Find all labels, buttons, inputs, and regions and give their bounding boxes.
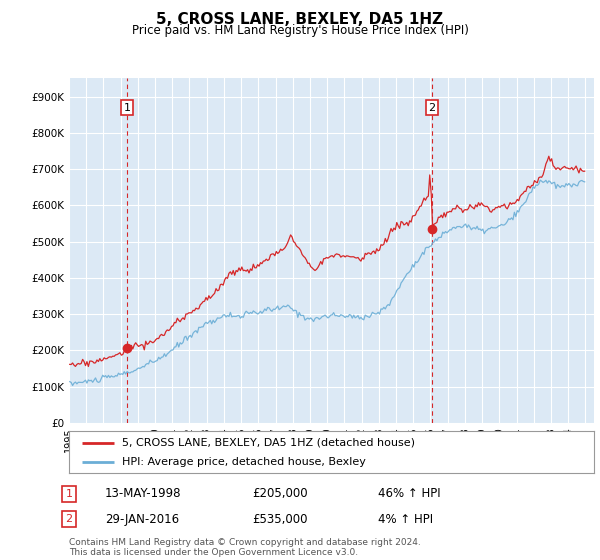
Text: £205,000: £205,000 <box>252 487 308 501</box>
Text: 29-JAN-2016: 29-JAN-2016 <box>105 512 179 526</box>
Text: Price paid vs. HM Land Registry's House Price Index (HPI): Price paid vs. HM Land Registry's House … <box>131 24 469 37</box>
Text: HPI: Average price, detached house, Bexley: HPI: Average price, detached house, Bexl… <box>121 457 365 467</box>
Text: Contains HM Land Registry data © Crown copyright and database right 2024.
This d: Contains HM Land Registry data © Crown c… <box>69 538 421 557</box>
Text: 4% ↑ HPI: 4% ↑ HPI <box>378 512 433 526</box>
Text: 13-MAY-1998: 13-MAY-1998 <box>105 487 182 501</box>
Text: £535,000: £535,000 <box>252 512 308 526</box>
Text: 46% ↑ HPI: 46% ↑ HPI <box>378 487 440 501</box>
Text: 2: 2 <box>428 102 436 113</box>
Text: 2: 2 <box>65 514 73 524</box>
Text: 1: 1 <box>65 489 73 499</box>
Text: 5, CROSS LANE, BEXLEY, DA5 1HZ: 5, CROSS LANE, BEXLEY, DA5 1HZ <box>157 12 443 27</box>
Text: 5, CROSS LANE, BEXLEY, DA5 1HZ (detached house): 5, CROSS LANE, BEXLEY, DA5 1HZ (detached… <box>121 437 415 447</box>
Text: 1: 1 <box>124 102 130 113</box>
